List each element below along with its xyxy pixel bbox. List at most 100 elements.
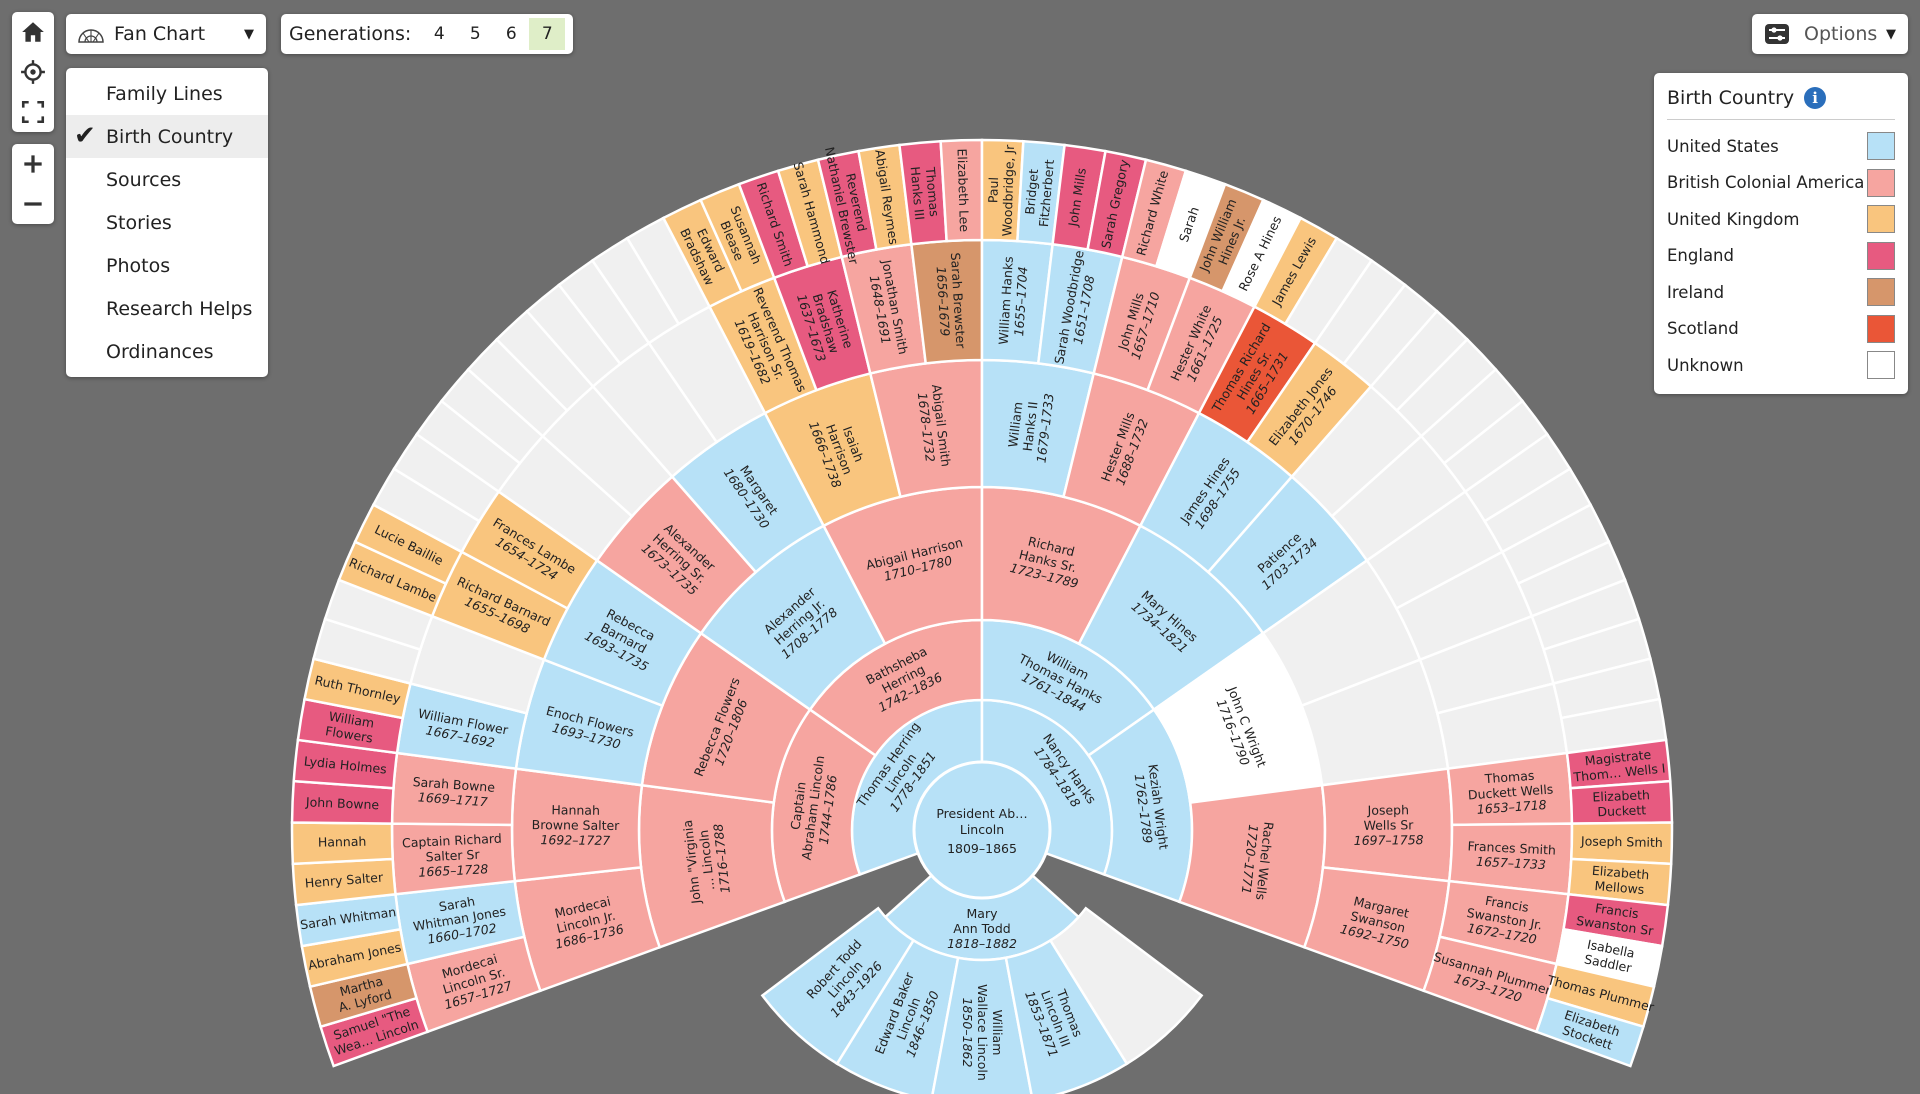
ancestor-segment[interactable]: Patience1703–1734: [1206, 474, 1369, 636]
menu-item-photos[interactable]: Photos: [66, 244, 268, 287]
child-segment[interactable]: ThomasLincoln III1853–1871: [1004, 938, 1129, 1094]
menu-item-birth-country[interactable]: ✔ Birth Country: [66, 115, 268, 158]
zoom-out-button[interactable]: [12, 184, 54, 224]
ancestor-segment[interactable]: MarthaA. Lyford: [308, 962, 419, 1029]
menu-item-research-helps[interactable]: Research Helps: [66, 287, 268, 330]
generation-option-5[interactable]: 5: [469, 24, 481, 44]
chart-type-dropdown[interactable]: Fan Chart ▼: [66, 14, 266, 54]
ancestor-name: Browne Salter: [532, 817, 621, 833]
generation-option-7[interactable]: 7: [529, 18, 566, 50]
ancestor-segment[interactable]: BridgetFitzherbert: [1016, 139, 1066, 246]
legend-label: Scotland: [1667, 319, 1739, 339]
child-label: WilliamWallace Lincoln1850–1862: [960, 984, 1005, 1081]
ancestor-segment[interactable]: Sarah Whitman: [294, 892, 402, 948]
ancestor-segment[interactable]: ThomasHanks III: [898, 139, 948, 246]
ancestor-segment[interactable]: William Hanks1655–1704: [980, 238, 1055, 365]
fullscreen-button[interactable]: [12, 92, 54, 132]
ancestor-segment[interactable]: PaulWoodbridge, Jr: [980, 138, 1025, 243]
ancestor-label: JosephWells Sr1697–1758: [1353, 802, 1423, 848]
legend-label: United States: [1667, 136, 1779, 156]
child-segment[interactable]: WilliamWallace Lincoln1850–1862: [931, 956, 1033, 1094]
legend-item: United Kingdom: [1667, 201, 1895, 238]
ancestor-label: Frances Smith1657–1733: [1466, 838, 1556, 872]
ancestor-segment[interactable]: MargaretSwanson1692–1750: [1302, 865, 1451, 993]
ancestor-segment[interactable]: Samuel "TheWea… Lincoln: [319, 996, 430, 1068]
ancestor-segment[interactable]: John WilliamHines Jr.: [1188, 182, 1265, 293]
ancestor-segment[interactable]: Sarah Gregory: [1086, 149, 1148, 259]
ancestor-segment[interactable]: Sarah Woodbridge1651–1708: [1036, 242, 1124, 375]
menu-item-sources[interactable]: Sources: [66, 158, 268, 201]
generation-option-4[interactable]: 4: [433, 24, 445, 44]
ancestor-segment[interactable]: RebeccaBarnard1693–1735: [542, 558, 703, 708]
ancestor-segment[interactable]: Richard Barnard1655–1698: [430, 550, 570, 662]
ancestor-segment[interactable]: MordecaiLincoln Jr.1686–1736: [513, 865, 662, 993]
ancestor-segment[interactable]: Lydia Holmes: [292, 738, 399, 790]
ancestor-segment[interactable]: MagistrateThom… Wells I: [1565, 738, 1672, 790]
ancestor-segment[interactable]: Abigail Reymes: [857, 143, 913, 251]
info-icon[interactable]: i: [1804, 87, 1827, 109]
ancestor-segment[interactable]: John Mills1657–1710: [1092, 255, 1192, 392]
home-button[interactable]: [12, 12, 54, 52]
ancestor-segment[interactable]: IsaiahHarrison1666–1738: [763, 371, 902, 528]
ancestor-segment[interactable]: John Bowne: [290, 779, 395, 825]
ancestor-segment[interactable]: WilliamThomas Hanks1761–1844: [980, 618, 1156, 758]
empty-child-slot[interactable]: [1048, 906, 1204, 1066]
view-menu: Family Lines ✔ Birth Country Sources Stories…: [66, 68, 268, 377]
ancestor-segment[interactable]: Elizabeth Lee: [939, 138, 984, 243]
generation-option-6[interactable]: 6: [505, 24, 517, 44]
ancestor-segment[interactable]: Sarah: [1154, 169, 1227, 280]
ancestor-segment[interactable]: James Hines1698–1755: [1138, 411, 1294, 574]
ancestor-segment[interactable]: Hester White1661–1725: [1145, 276, 1257, 415]
ancestor-segment[interactable]: Rachel Wells1720–1771: [1177, 783, 1327, 949]
ancestor-name: … Lincoln: [696, 829, 718, 891]
ancestor-label: John Bowne: [305, 794, 380, 812]
ancestor-segment[interactable]: Sarah Hammond: [776, 158, 844, 268]
chevron-down-icon: ▼: [1886, 26, 1896, 42]
ancestor-segment[interactable]: Mary Hines1734–1821: [1077, 524, 1265, 712]
ancestor-segment[interactable]: FrancisSwanston Sr: [1562, 892, 1670, 948]
segment-shape: [760, 906, 916, 1066]
legend-panel: Birth Country i United States British Col…: [1654, 73, 1908, 394]
menu-item-stories[interactable]: Stories: [66, 201, 268, 244]
ancestor-segment[interactable]: Sarah Bowne1669–1717: [390, 751, 518, 827]
ancestor-segment[interactable]: Frances Lambe1654–1724: [459, 489, 599, 611]
root-dates: 1809–1865: [947, 841, 1017, 856]
ancestor-segment[interactable]: Hannah: [290, 821, 395, 866]
nav-toolbar: [12, 12, 54, 132]
ancestor-segment[interactable]: ElizabethDuckett: [1569, 779, 1674, 825]
root-person[interactable]: President Ab… Lincoln 1809–1865: [912, 760, 1052, 900]
ancestor-segment[interactable]: Frances Smith1657–1733: [1447, 822, 1574, 896]
ancestor-segment[interactable]: HannahBrowne Salter1692–1727: [510, 767, 644, 883]
zoom-in-button[interactable]: [12, 144, 54, 184]
ancestor-segment[interactable]: Jonathan Smith1648–1691: [840, 242, 928, 375]
ancestor-segment[interactable]: Joseph Smith: [1569, 821, 1674, 866]
ancestor-segment[interactable]: CaptainAbraham Lincoln1744–1786: [770, 707, 878, 904]
menu-item-ordinances[interactable]: Ordinances: [66, 330, 268, 373]
ancestor-segment[interactable]: AlexanderHerring Jr.1708–1778: [699, 524, 887, 712]
legend-item: Scotland: [1667, 311, 1895, 348]
ancestor-segment[interactable]: JosephWells Sr1697–1758: [1320, 767, 1454, 883]
segment-shape: [1048, 906, 1204, 1066]
ancestor-segment[interactable]: Sarah Brewster1656–1679: [909, 238, 984, 365]
ancestor-segment[interactable]: ReverendNathaniel Brewster: [816, 142, 878, 266]
ancestor-segment[interactable]: Susannah Plummer1673–1720: [1422, 935, 1559, 1034]
menu-item-family-lines[interactable]: Family Lines: [66, 72, 268, 115]
ancestor-segment[interactable]: SarahWhitman Jones1660–1702: [394, 879, 526, 966]
ancestor-segment[interactable]: John "Virginia… Lincoln1716–1788: [637, 783, 787, 949]
ancestor-name: Henry Salter: [304, 869, 384, 890]
ancestor-label: BridgetFitzherbert: [1021, 157, 1057, 227]
ancestor-label: ElizabethDuckett: [1592, 787, 1651, 819]
ancestor-segment[interactable]: Captain RichardSalter Sr1665–1728: [390, 822, 517, 896]
child-segment[interactable]: Edward BakerLincoln1846–1850: [835, 938, 960, 1094]
ancestor-segment[interactable]: ElizabethMellows: [1567, 857, 1673, 907]
legend-title: Birth Country: [1667, 87, 1795, 109]
ancestor-segment[interactable]: ThomasDuckett Wells1653–1718: [1446, 751, 1574, 827]
options-dropdown[interactable]: Options ▼: [1752, 14, 1908, 54]
ancestor-segment[interactable]: Abraham Jones: [300, 927, 409, 989]
ancestor-segment[interactable]: Margaret1680–1730: [670, 411, 826, 574]
ancestor-segment[interactable]: AlexanderHerring Sr.1673–1735: [595, 474, 758, 636]
ancestor-segment[interactable]: Henry Salter: [291, 857, 397, 907]
ancestor-name: Duckett: [1597, 802, 1646, 819]
locate-button[interactable]: [12, 52, 54, 92]
